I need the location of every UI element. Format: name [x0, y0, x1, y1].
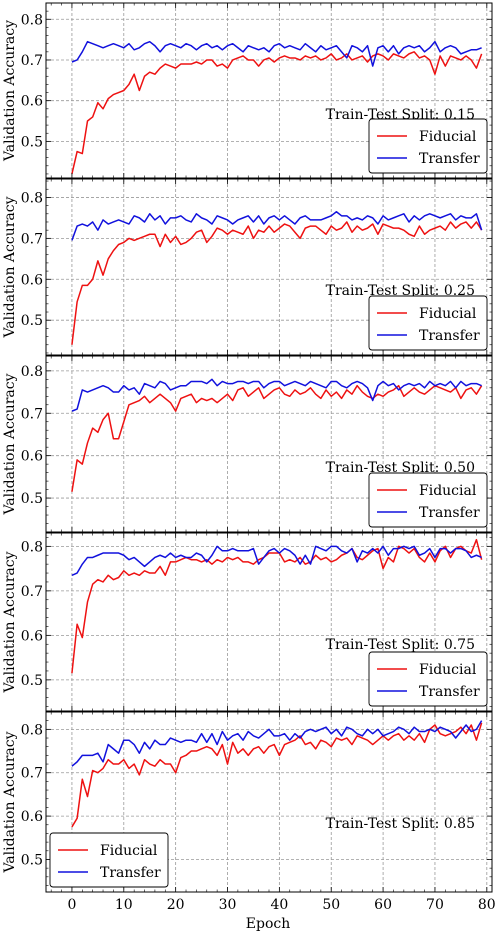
series-line-fiducial [71, 538, 483, 674]
y-axis-label: Validation Accuracy [2, 196, 18, 338]
x-tick-label: 40 [270, 897, 288, 913]
y-axis-label: Validation Accuracy [2, 551, 18, 693]
x-tick-label: 10 [115, 897, 133, 913]
y-tick-label: 0.7 [21, 406, 43, 422]
legend-box [368, 651, 488, 707]
panel-5: 0.5 0.6 0.7 0.8 0 10 20 30 40 50 60 70 80 Validation … [2, 711, 496, 913]
x-tick-label: 20 [167, 897, 185, 913]
legend-label-fiducial: Fiducial [419, 306, 477, 322]
y-tick-label: 0.6 [21, 628, 43, 644]
legend-label-transfer: Transfer [419, 684, 480, 700]
legend: Fiducial Transfer [368, 295, 488, 351]
x-axis-label: Epoch [246, 916, 290, 932]
legend-box [49, 832, 169, 888]
x-tick-label: 60 [374, 897, 392, 913]
legend-label-fiducial: Fiducial [419, 662, 477, 678]
y-tick-label: 0.7 [21, 584, 43, 600]
y-tick-label: 0.7 [21, 53, 43, 69]
legend-box [368, 118, 488, 174]
series-line-fiducial [71, 221, 483, 345]
y-tick-label: 0.6 [21, 449, 43, 465]
y-tick-label: 0.5 [21, 313, 43, 329]
series-line-fiducial [71, 722, 483, 828]
y-tick-label: 0.6 [21, 272, 43, 288]
legend-label-transfer: Transfer [100, 865, 161, 881]
legend-label-transfer: Transfer [419, 151, 480, 167]
y-axis-label: Validation Accuracy [2, 731, 18, 873]
legend-box [368, 472, 488, 528]
y-tick-label: 0.8 [21, 190, 43, 206]
y-tick-label: 0.7 [21, 766, 43, 782]
x-tick-label: 80 [478, 897, 496, 913]
split-annotation: Train-Test Split: 0.85 [326, 816, 475, 832]
x-tick-label: 0 [67, 897, 76, 913]
y-tick-label: 0.8 [21, 12, 43, 28]
series-line-fiducial [71, 384, 483, 492]
series-line-transfer [71, 210, 483, 241]
series-line-fiducial [71, 51, 483, 175]
y-tick-label: 0.8 [21, 539, 43, 555]
legend: Fiducial Transfer [368, 651, 488, 707]
series-line-transfer [71, 720, 483, 767]
y-axis-label: Validation Accuracy [2, 20, 18, 162]
x-tick-label: 50 [322, 897, 340, 913]
series-line-transfer [71, 378, 482, 412]
x-tick-label: 30 [219, 897, 237, 913]
legend-box [368, 295, 488, 351]
y-axis-label: Validation Accuracy [2, 373, 18, 515]
legend-label-fiducial: Fiducial [100, 843, 158, 859]
legend: Fiducial Transfer [368, 472, 488, 528]
legend: Fiducial Transfer [49, 832, 169, 888]
series-line-transfer [71, 40, 482, 67]
legend: Fiducial Transfer [368, 118, 488, 174]
legend-label-transfer: Transfer [419, 328, 480, 344]
legend-label-transfer: Transfer [419, 505, 480, 521]
y-tick-label: 0.5 [21, 134, 43, 150]
y-tick-label: 0.8 [21, 364, 43, 380]
y-tick-label: 0.8 [21, 722, 43, 738]
split-annotation: Train-Test Split: 0.50 [326, 460, 475, 476]
y-tick-label: 0.5 [21, 491, 43, 507]
y-tick-label: 0.7 [21, 231, 43, 247]
split-annotation: Train-Test Split: 0.25 [326, 283, 475, 299]
y-tick-label: 0.5 [21, 673, 43, 689]
y-tick-label: 0.6 [21, 94, 43, 110]
legend-label-fiducial: Fiducial [419, 129, 477, 145]
split-annotation: Train-Test Split: 0.75 [326, 637, 475, 653]
y-tick-label: 0.6 [21, 809, 43, 825]
legend-label-fiducial: Fiducial [419, 483, 477, 499]
y-tick-label: 0.5 [21, 852, 43, 868]
series-line-transfer [71, 545, 482, 576]
x-tick-label: 70 [426, 897, 444, 913]
